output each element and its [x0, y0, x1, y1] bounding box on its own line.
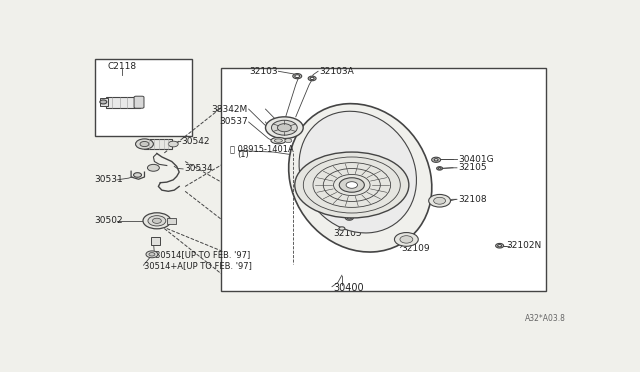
Text: 30534: 30534	[184, 164, 212, 173]
Text: C2118: C2118	[108, 62, 137, 71]
Circle shape	[400, 236, 413, 243]
Text: 38342M: 38342M	[211, 105, 248, 113]
Text: 30400: 30400	[333, 283, 364, 292]
Circle shape	[498, 244, 502, 247]
Circle shape	[285, 139, 292, 142]
Text: 32103A: 32103A	[319, 67, 354, 76]
Circle shape	[148, 216, 166, 226]
Circle shape	[100, 100, 107, 104]
Circle shape	[308, 76, 316, 81]
Circle shape	[271, 120, 297, 135]
Text: 30401G: 30401G	[458, 155, 493, 164]
Bar	[95, 59, 191, 136]
Circle shape	[168, 141, 178, 147]
Circle shape	[404, 238, 409, 241]
Text: 32103: 32103	[249, 67, 277, 76]
Circle shape	[295, 75, 300, 78]
Ellipse shape	[289, 104, 432, 252]
Circle shape	[143, 213, 171, 229]
Circle shape	[431, 157, 440, 162]
Circle shape	[348, 217, 351, 219]
Circle shape	[295, 152, 409, 218]
Ellipse shape	[271, 137, 286, 144]
Circle shape	[292, 74, 301, 79]
Text: 30401J: 30401J	[356, 217, 388, 226]
Text: 30502: 30502	[94, 216, 122, 225]
Circle shape	[495, 243, 504, 248]
Ellipse shape	[275, 139, 282, 142]
Circle shape	[429, 195, 451, 207]
Ellipse shape	[299, 111, 417, 233]
FancyBboxPatch shape	[134, 96, 144, 108]
Bar	[106, 97, 140, 108]
Bar	[221, 68, 547, 291]
Circle shape	[146, 251, 158, 258]
Circle shape	[438, 167, 441, 169]
Text: 30514[UP TO FEB. '97]: 30514[UP TO FEB. '97]	[156, 250, 251, 259]
Circle shape	[339, 227, 345, 230]
Text: 30514+A[UP TO FEB. '97]: 30514+A[UP TO FEB. '97]	[145, 261, 252, 270]
Circle shape	[434, 158, 438, 161]
Bar	[151, 237, 160, 245]
Text: 32105: 32105	[458, 163, 486, 172]
Text: (1): (1)	[237, 150, 250, 158]
Circle shape	[339, 178, 364, 192]
Text: 30531: 30531	[94, 175, 123, 185]
Text: A32*A03.8: A32*A03.8	[525, 314, 566, 323]
Text: 32105: 32105	[333, 229, 362, 238]
Circle shape	[346, 216, 353, 220]
Circle shape	[310, 77, 314, 80]
Circle shape	[436, 167, 443, 170]
Circle shape	[140, 141, 149, 147]
Circle shape	[152, 240, 159, 243]
Circle shape	[147, 164, 159, 171]
Circle shape	[149, 253, 155, 256]
Circle shape	[152, 218, 161, 223]
Bar	[145, 139, 172, 149]
Circle shape	[434, 197, 445, 204]
Bar	[167, 218, 176, 224]
Circle shape	[437, 199, 442, 202]
Text: Ⓦ 08915-1401A: Ⓦ 08915-1401A	[230, 144, 294, 153]
Text: 30542: 30542	[182, 137, 210, 146]
Circle shape	[277, 124, 291, 132]
Circle shape	[266, 117, 303, 139]
Bar	[100, 99, 108, 106]
Circle shape	[346, 182, 358, 188]
Circle shape	[134, 173, 141, 177]
Text: 32108: 32108	[458, 195, 486, 204]
Text: 32109: 32109	[401, 244, 430, 253]
Circle shape	[394, 232, 419, 246]
Text: 32102N: 32102N	[507, 241, 542, 250]
Circle shape	[136, 139, 154, 149]
Text: 30537: 30537	[219, 118, 248, 126]
